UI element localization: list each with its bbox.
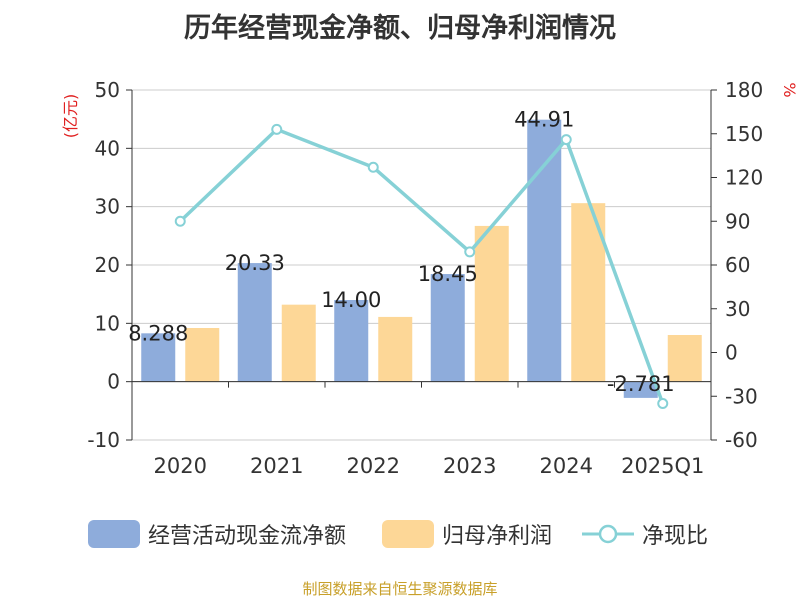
data-label-cash-flow: 20.33: [225, 251, 285, 275]
y-left-unit-label: (亿元): [61, 94, 80, 139]
y-right-unit-label: %: [780, 82, 799, 97]
bar-cash-flow: [527, 119, 562, 382]
bar-cash-flow: [334, 300, 369, 382]
legend-swatch-cash-flow: [88, 520, 140, 548]
bar-cash-flow: [141, 333, 176, 382]
y-left-tick-label: 30: [95, 195, 120, 219]
bar-cash-flow: [430, 274, 465, 382]
ratio-point: [657, 398, 669, 410]
chart-title: 历年经营现金净额、归母净利润情况: [184, 13, 616, 44]
data-label-cash-flow: 18.45: [418, 262, 478, 286]
legend-swatch-net-profit: [382, 520, 434, 548]
legend-item-net-profit[interactable]: 归母净利润: [382, 514, 552, 554]
bar-cash-flow: [623, 381, 658, 398]
bar-net-profit: [667, 335, 702, 382]
source-note: 制图数据来自恒生聚源数据库: [302, 580, 498, 598]
y-right-tick-label: 180: [725, 78, 763, 102]
data-label-cash-flow: 8.288: [128, 321, 188, 345]
ratio-line: [179, 127, 665, 405]
y-right-tick-label: -30: [725, 384, 758, 408]
y-right-tick-label: 0: [725, 341, 738, 365]
ratio-point: [174, 215, 186, 227]
y-right-tick-label: 120: [725, 166, 763, 190]
legend-label-net-profit: 归母净利润: [442, 524, 553, 549]
y-left-tick-label: 40: [95, 136, 120, 160]
legend-label-ratio: 净现比: [642, 524, 709, 549]
ratio-point: [271, 123, 283, 135]
y-left-tick-label: -10: [87, 428, 120, 452]
ratio-point: [560, 134, 572, 146]
y-right-tick-label: 90: [725, 209, 750, 233]
x-tick-label: 2020: [154, 454, 207, 478]
legend-label-cash-flow: 经营活动现金流净额: [148, 524, 347, 549]
legend-item-ratio[interactable]: 净现比: [582, 514, 708, 554]
data-label-cash-flow: -2.781: [607, 372, 675, 396]
legend-item-cash-flow[interactable]: 经营活动现金流净额: [88, 514, 346, 554]
y-left-tick-label: 20: [95, 253, 120, 277]
data-label-cash-flow: 14.00: [321, 288, 381, 312]
y-left-tick-label: 10: [95, 311, 120, 335]
legend-swatch-ratio: [582, 524, 634, 544]
y-right-tick-label: -60: [725, 428, 758, 452]
x-tick-label: 2022: [347, 454, 400, 478]
y-left-tick-label: 50: [95, 78, 120, 102]
x-tick-label: 2024: [540, 454, 593, 478]
data-label-cash-flow: 44.91: [514, 108, 574, 132]
x-tick-label: 2021: [250, 454, 303, 478]
y-right-tick-label: 150: [725, 122, 763, 146]
ratio-point: [367, 161, 379, 173]
bar-net-profit: [281, 304, 316, 382]
x-tick-label: 2023: [443, 454, 496, 478]
bar-net-profit: [185, 328, 220, 382]
bar-net-profit: [378, 316, 413, 382]
y-left-tick-label: 0: [107, 370, 120, 394]
x-tick-label: 2025Q1: [621, 454, 704, 478]
chart-plot: -10 0 10 20 30 40 50 -60 -30 0 30 60 90 120 150 180 (亿元)…: [61, 78, 799, 478]
bar-net-profit: [474, 225, 509, 382]
chart-legend: 经营活动现金流净额 归母净利润 净现比: [0, 514, 800, 554]
bar-cash-flow: [237, 263, 272, 382]
ratio-point: [464, 246, 476, 258]
y-right-tick-label: 60: [725, 253, 750, 277]
y-right-tick-label: 30: [725, 297, 750, 321]
